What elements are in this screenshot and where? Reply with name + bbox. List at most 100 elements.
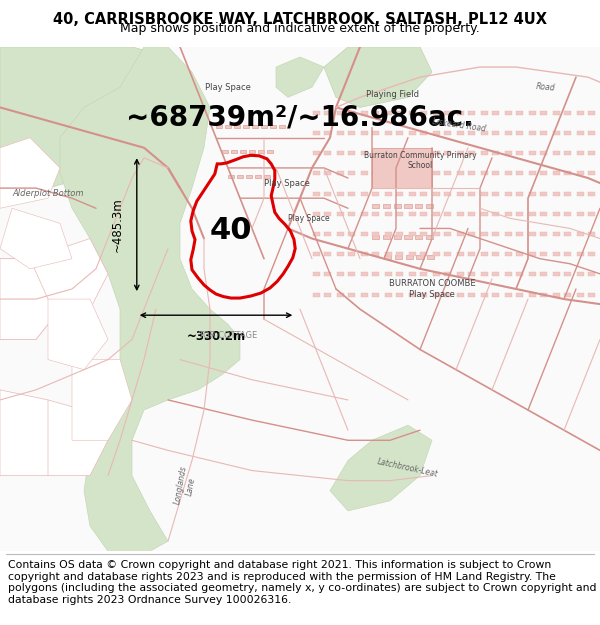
Bar [313, 232, 320, 236]
Bar [540, 171, 547, 176]
Bar [372, 234, 379, 239]
Bar [372, 171, 379, 176]
Bar [444, 292, 451, 296]
Text: Road: Road [536, 82, 556, 92]
Bar [337, 212, 344, 216]
Bar [361, 192, 368, 196]
Bar [409, 272, 416, 276]
Bar [337, 131, 344, 135]
Bar [420, 212, 427, 216]
Bar [468, 292, 475, 296]
Bar [564, 292, 571, 296]
Text: Play Space: Play Space [288, 214, 329, 223]
Bar [540, 131, 547, 135]
Bar [505, 131, 512, 135]
Bar [444, 192, 451, 196]
Bar [468, 111, 475, 115]
Bar [372, 151, 379, 156]
Bar [553, 212, 560, 216]
Bar [492, 171, 499, 176]
Bar [396, 212, 403, 216]
Bar [492, 232, 499, 236]
Bar [540, 192, 547, 196]
Bar [457, 232, 464, 236]
Bar [409, 292, 416, 296]
Bar [385, 171, 392, 176]
Bar [409, 232, 416, 236]
Bar [588, 131, 595, 135]
Bar [337, 232, 344, 236]
Bar [361, 151, 368, 156]
Bar [396, 171, 403, 176]
Bar [577, 131, 584, 135]
Bar [516, 151, 523, 156]
Bar [529, 171, 536, 176]
Bar [529, 131, 536, 135]
Bar [516, 292, 523, 296]
Bar [337, 252, 344, 256]
Polygon shape [324, 47, 432, 108]
Polygon shape [276, 57, 324, 98]
Bar [385, 192, 392, 196]
Bar [444, 252, 451, 256]
Bar [237, 175, 243, 178]
Bar [396, 232, 403, 236]
Bar [372, 131, 379, 135]
Bar [444, 111, 451, 115]
Bar [553, 292, 560, 296]
Bar [426, 204, 433, 208]
Bar [313, 131, 320, 135]
Bar [492, 151, 499, 156]
Bar [553, 171, 560, 176]
Bar [385, 131, 392, 135]
Bar [505, 292, 512, 296]
Bar [588, 232, 595, 236]
Bar [553, 272, 560, 276]
Text: BURRATON COOMBE
Play Space: BURRATON COOMBE Play Space [389, 279, 475, 299]
Bar [313, 192, 320, 196]
Bar [588, 252, 595, 256]
Bar [505, 171, 512, 176]
Bar [372, 232, 379, 236]
Polygon shape [0, 208, 72, 269]
Bar [481, 212, 488, 216]
Text: Latchbrook-Leat: Latchbrook-Leat [377, 457, 439, 479]
Polygon shape [0, 138, 60, 208]
Bar [588, 212, 595, 216]
Bar [324, 131, 331, 135]
Bar [577, 292, 584, 296]
Bar [348, 151, 355, 156]
Bar [324, 232, 331, 236]
Bar [457, 252, 464, 256]
Bar [385, 272, 392, 276]
Bar [505, 232, 512, 236]
Bar [564, 232, 571, 236]
Bar [433, 212, 440, 216]
Bar [457, 272, 464, 276]
Bar [361, 212, 368, 216]
Bar [361, 171, 368, 176]
Bar [313, 252, 320, 256]
Bar [577, 192, 584, 196]
Bar [383, 204, 390, 208]
Bar [577, 232, 584, 236]
Text: Map shows position and indicative extent of the property.: Map shows position and indicative extent… [120, 22, 480, 35]
Bar [505, 111, 512, 115]
Text: ~485.3m: ~485.3m [110, 198, 124, 252]
Bar [313, 151, 320, 156]
Bar [433, 111, 440, 115]
Bar [553, 111, 560, 115]
Bar [426, 234, 433, 239]
Bar [420, 292, 427, 296]
Bar [409, 151, 416, 156]
Bar [516, 192, 523, 196]
Bar [313, 212, 320, 216]
Bar [348, 272, 355, 276]
Bar [481, 131, 488, 135]
Bar [540, 232, 547, 236]
Bar [577, 272, 584, 276]
Bar [492, 131, 499, 135]
Bar [372, 111, 379, 115]
Bar [564, 131, 571, 135]
Polygon shape [72, 359, 132, 440]
